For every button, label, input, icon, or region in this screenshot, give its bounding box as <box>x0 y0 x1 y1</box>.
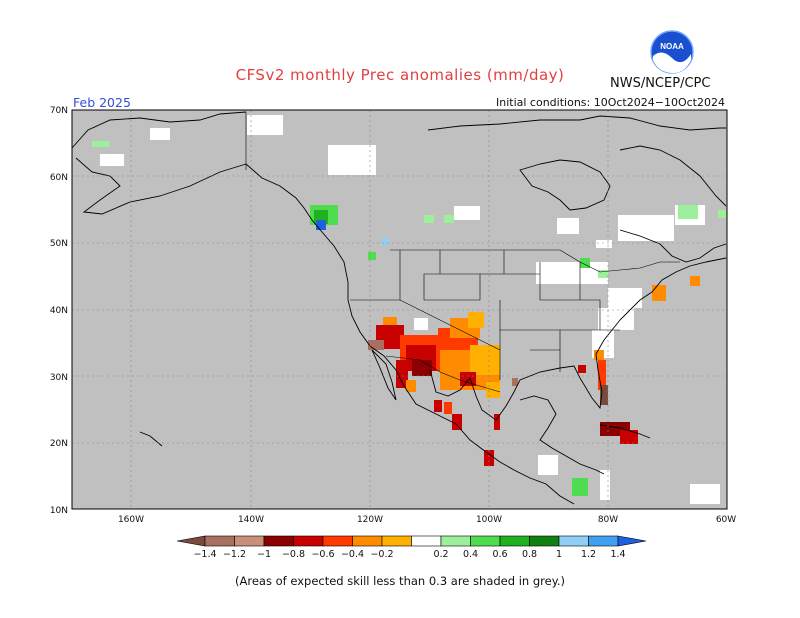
colorbar-tick-label: −0.8 <box>282 549 305 560</box>
colorbar-tick-label: −1.2 <box>223 549 246 560</box>
colorbar-tick-label: 0.2 <box>433 549 448 560</box>
graticule <box>72 110 727 509</box>
lon-label: 100W <box>476 515 502 525</box>
colorbar-segment <box>529 535 560 547</box>
colorbar-tick-label: 1 <box>556 549 562 560</box>
map-frame <box>71 109 728 510</box>
noaa-logo-text: NOAA <box>660 42 684 51</box>
colorbar-segment <box>352 535 383 547</box>
colorbar-segment <box>234 535 265 547</box>
political-boundaries <box>245 112 680 393</box>
colorbar-tick-label: 0.6 <box>492 549 507 560</box>
lon-label: 80W <box>598 515 618 525</box>
colorbar-tick-label: 0.8 <box>522 549 537 560</box>
colorbar-min-arrow <box>176 535 206 547</box>
colorbar: −1.4 −1.2 −1 −0.8 −0.6 −0.4 −0.2 0.2 0.4 0.6 0.8 1 1… <box>176 535 647 560</box>
colorbar-segment <box>440 535 471 547</box>
colorbar-segment <box>470 535 501 547</box>
colorbar-tick-label: −0.4 <box>341 549 364 560</box>
lat-label: 10N <box>50 506 68 516</box>
colorbar-segment <box>588 535 619 547</box>
coastlines <box>72 111 727 505</box>
latitude-labels: 70N 60N 50N 40N 30N 20N 10N <box>50 106 68 516</box>
colorbar-tick-label: −1.4 <box>193 549 216 560</box>
lon-label: 140W <box>238 515 264 525</box>
initial-conditions-label: Initial conditions: 10Oct2024−10Oct2024 <box>496 96 725 109</box>
colorbar-segment <box>204 535 235 547</box>
anomaly-fields <box>72 111 727 505</box>
lon-label: 160W <box>118 515 144 525</box>
agency-label: NWS/NCEP/CPC <box>610 76 711 91</box>
lat-label: 40N <box>50 306 68 316</box>
skill-footnote: (Areas of expected skill less than 0.3 a… <box>235 574 565 588</box>
colorbar-tick-label: −0.2 <box>370 549 393 560</box>
colorbar-segment <box>322 535 353 547</box>
lat-label: 60N <box>50 173 68 183</box>
negative-anomaly-areas <box>368 276 700 466</box>
colorbar-segment <box>263 535 294 547</box>
colorbar-tick-label: 1.2 <box>581 549 596 560</box>
lat-label: 30N <box>50 373 68 383</box>
colorbar-segment <box>558 535 589 547</box>
colorbar-tick-label: 0.4 <box>463 549 478 560</box>
lat-label: 20N <box>50 439 68 449</box>
colorbar-segment <box>381 535 412 547</box>
valid-month-label: Feb 2025 <box>73 95 131 110</box>
lat-label: 50N <box>50 239 68 249</box>
colorbar-segment <box>499 535 530 547</box>
colorbar-tick-label: −0.6 <box>311 549 334 560</box>
lat-label: 70N <box>50 106 68 116</box>
colorbar-segment <box>411 535 442 547</box>
colorbar-tick-label: −1 <box>257 549 271 560</box>
colorbar-segment <box>293 535 324 547</box>
noaa-logo-icon: NOAA <box>650 30 694 74</box>
positive-anomaly-areas <box>92 141 726 496</box>
colorbar-tick-label: 1.4 <box>610 549 625 560</box>
chart-title: CFSv2 monthly Prec anomalies (mm/day) <box>235 66 565 84</box>
colorbar-max-arrow <box>617 535 647 547</box>
lon-label: 60W <box>716 515 736 525</box>
longitude-labels: 160W 140W 120W 100W 80W 60W <box>118 515 736 525</box>
lon-label: 120W <box>357 515 383 525</box>
